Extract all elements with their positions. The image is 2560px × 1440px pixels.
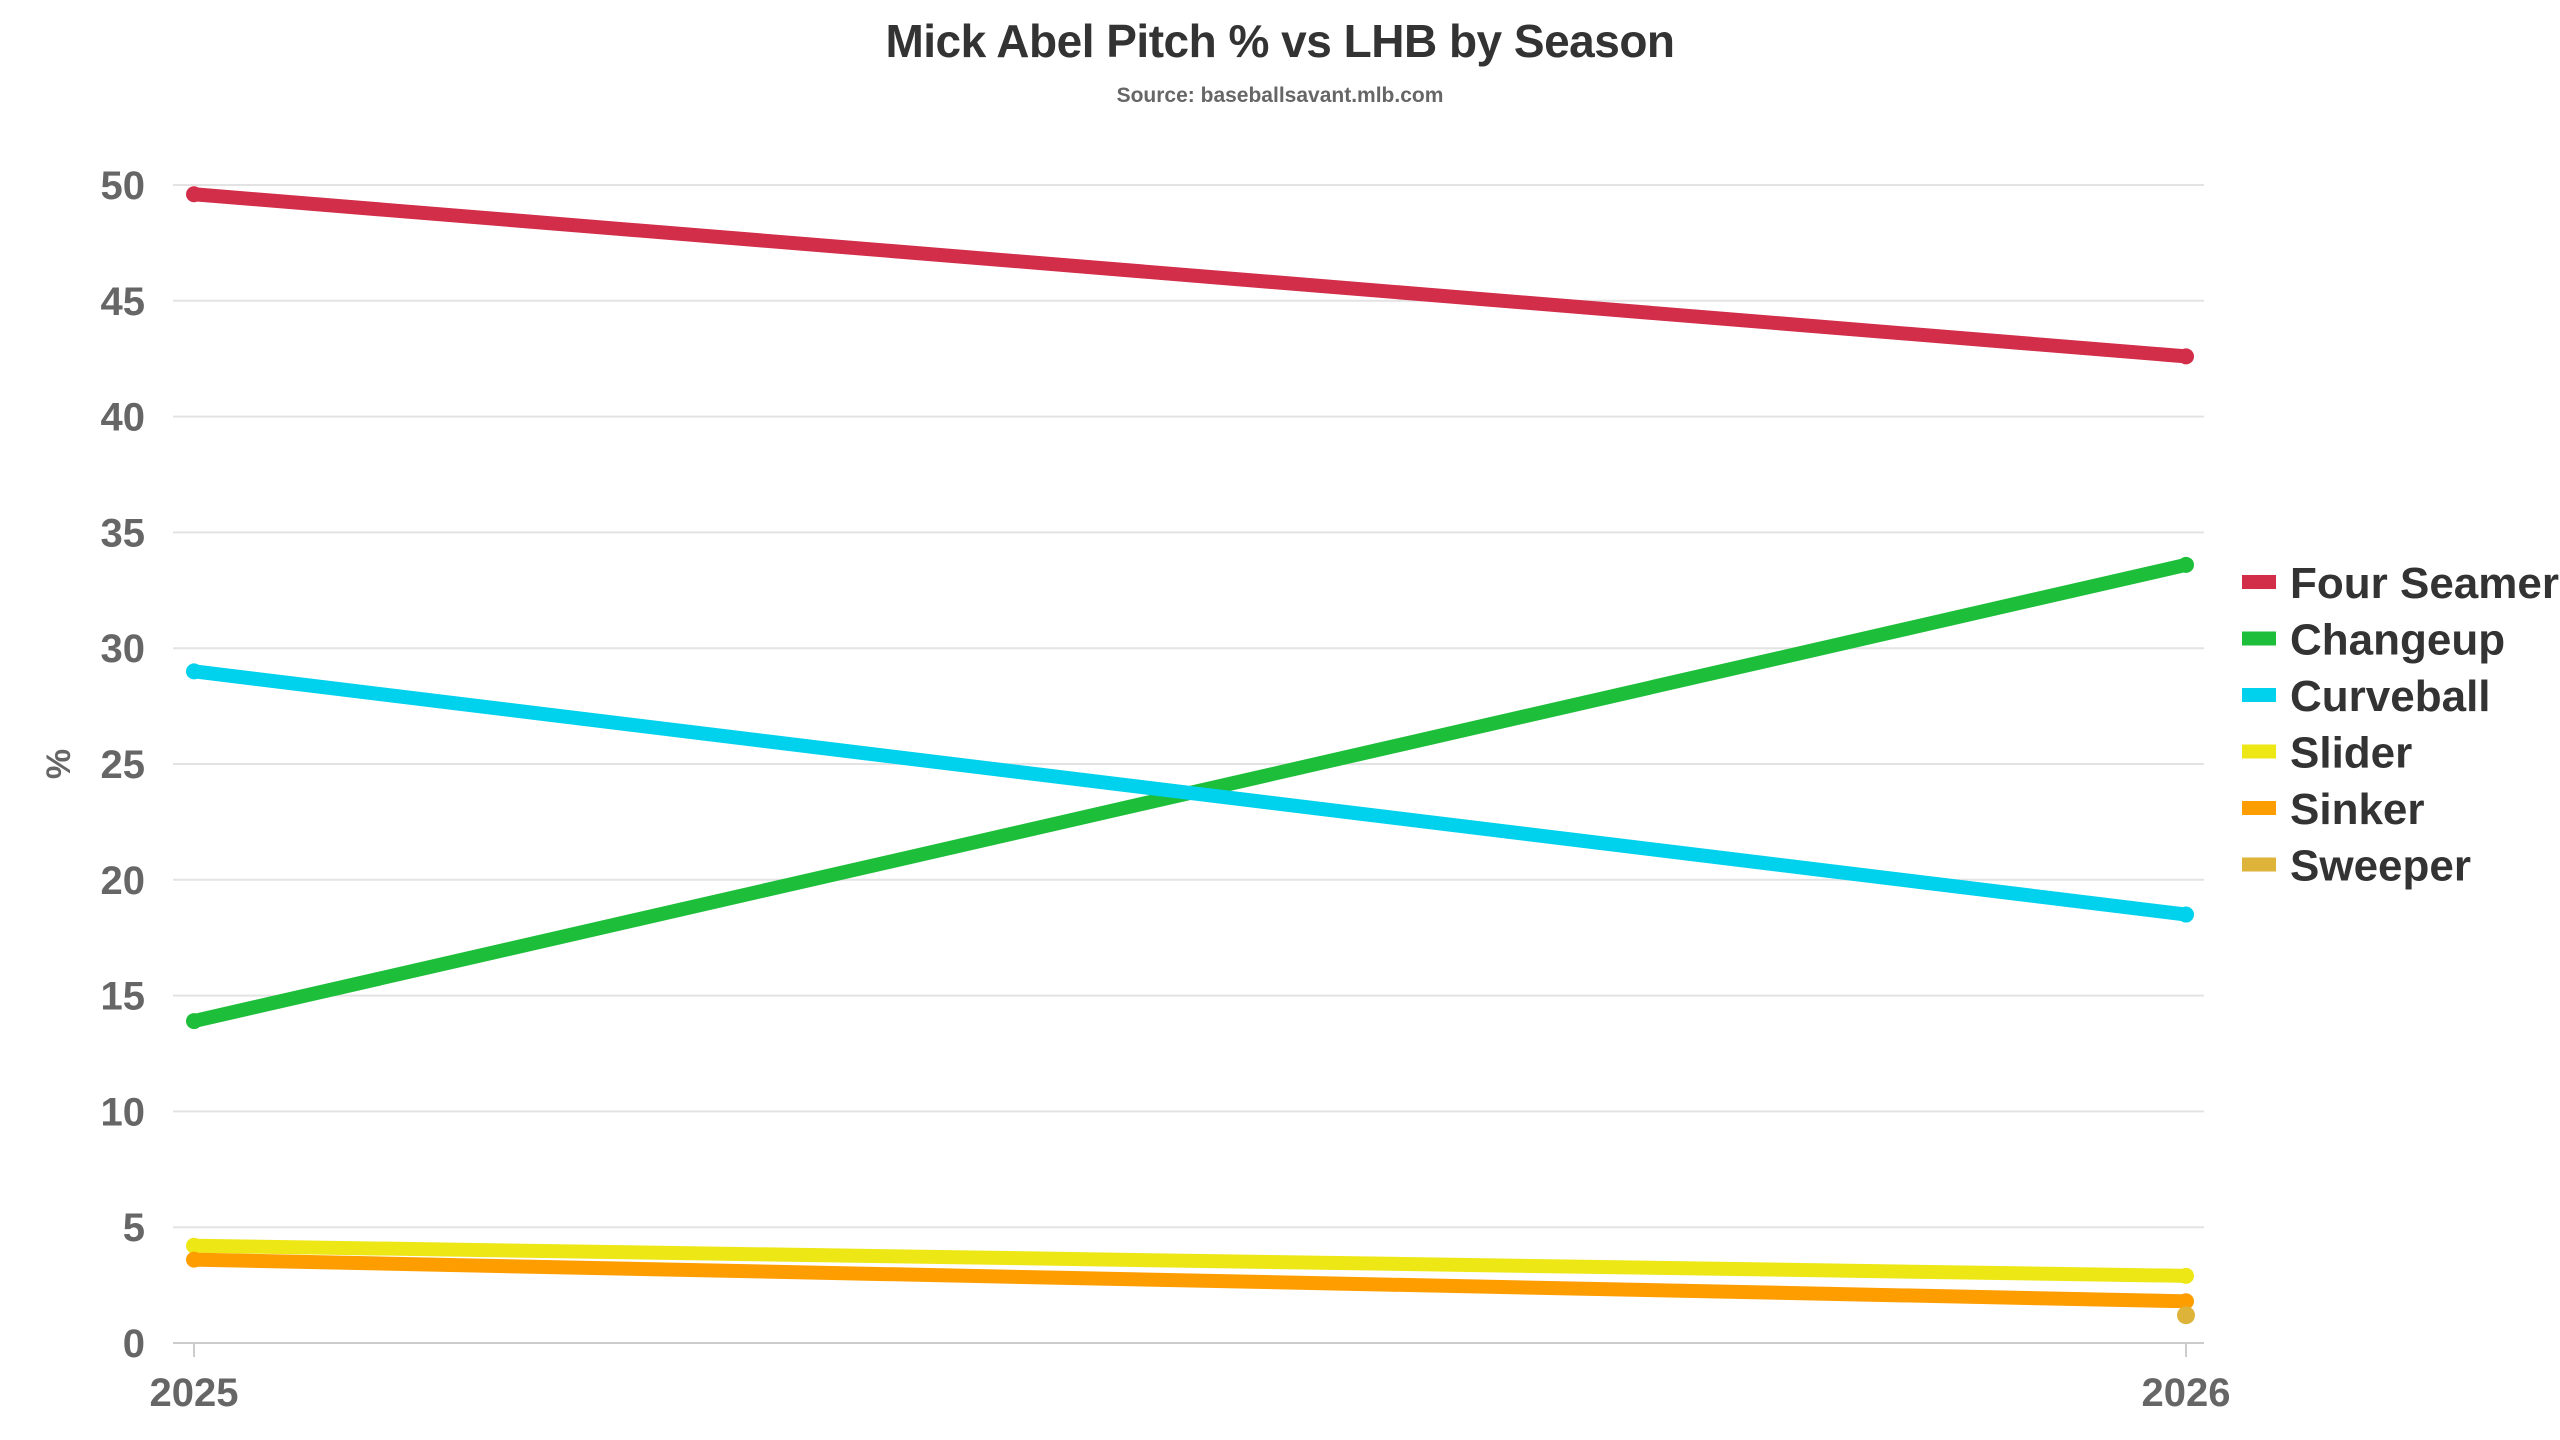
y-tick-label: 50 [101,164,146,208]
y-tick-label: 25 [101,743,146,787]
x-tick-label: 2026 [2142,1371,2231,1415]
series-line-four-seamer [193,187,2187,364]
series-line-curveball [193,664,2187,922]
series-line-sinker [193,1252,2187,1309]
data-point-curveball [186,663,202,680]
data-point-slider [186,1237,202,1254]
legend-marker [2252,631,2266,646]
y-tick-label: 10 [101,1090,146,1134]
chart-title: Mick Abel Pitch % vs LHB by Season [885,15,1675,67]
series [186,186,2195,1325]
chart-subtitle: Source: baseballsavant.mlb.com [1116,84,1444,107]
data-point-sweeper [2177,1306,2195,1325]
data-point-changeup [2178,556,2194,573]
legend-item-label: Slider [2290,729,2412,778]
y-tick-label: 0 [123,1322,145,1366]
data-point-curveball [2178,906,2194,923]
legend-marker [2252,575,2266,589]
y-tick-label: 20 [101,859,146,903]
data-point-changeup [186,1013,202,1030]
data-point-four-seamer [186,186,202,203]
legend-item-label: Sweeper [2290,842,2471,891]
y-tick-label: 30 [101,627,146,671]
x-tick-label: 2025 [150,1371,239,1415]
legend-item-label: Four Seamer [2290,559,2559,608]
legend-item-label: Curveball [2290,672,2491,721]
y-tick-label: 35 [101,511,146,555]
legend-marker [2252,857,2266,872]
data-point-sinker [186,1251,202,1268]
y-tick-label: 40 [101,396,146,440]
y-tick-label: 5 [123,1206,145,1250]
legend-marker [2252,744,2266,759]
y-axis-label: % [40,749,78,779]
legend-item-label: Sinker [2290,785,2425,834]
data-point-slider [2178,1267,2194,1284]
data-point-sinker [2178,1293,2194,1310]
legend-marker [2252,801,2266,815]
legend-marker [2252,688,2266,702]
legend: Four Seamer Changeup Curveball Slider Sinker… [2242,559,2559,891]
data-point-four-seamer [2178,348,2194,365]
y-tick-label: 45 [101,280,146,324]
y-tick-label: 15 [101,975,146,1019]
series-line-slider [193,1238,2187,1283]
grid [173,184,2204,1229]
legend-item-label: Changeup [2290,616,2505,665]
